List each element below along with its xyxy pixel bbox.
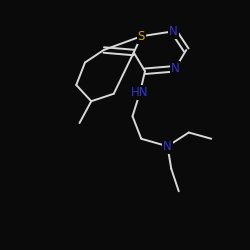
Text: N: N — [163, 140, 172, 153]
Text: N: N — [170, 62, 179, 75]
Text: S: S — [138, 30, 145, 43]
Text: HN: HN — [131, 86, 149, 99]
Text: N: N — [170, 25, 178, 38]
